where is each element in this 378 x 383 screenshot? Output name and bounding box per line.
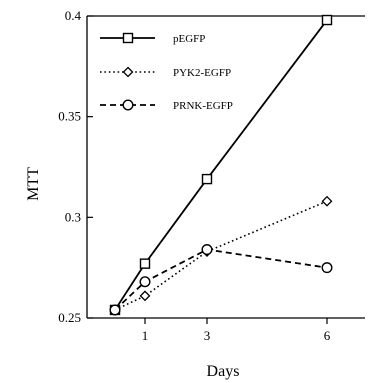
data-point [201, 244, 213, 256]
legend-label: PRNK-EGFP [173, 100, 233, 112]
data-point [201, 173, 213, 185]
x-tick-label: 6 [324, 328, 331, 343]
series-prnk-egfp [109, 244, 333, 316]
x-tick-label: 1 [142, 328, 149, 343]
series-pegfp [109, 14, 333, 316]
legend-marker [122, 32, 134, 44]
series-layer [109, 14, 333, 316]
x-axis-title: Days [207, 363, 240, 380]
legend-label: pEGFP [173, 33, 205, 45]
x-axis-ticks: 1 3 6 [142, 318, 331, 343]
y-tick-label: 0.4 [65, 8, 82, 23]
legend-marker [122, 99, 134, 111]
series-line [114, 248, 328, 311]
series-line [114, 200, 328, 311]
data-point [109, 304, 121, 316]
y-tick-label: 0.25 [58, 310, 81, 325]
series-pyk2-egfp [109, 195, 333, 316]
series-line [114, 19, 328, 311]
legend-marker [122, 66, 134, 78]
data-point [139, 276, 151, 288]
y-axis-ticks: 0.25 0.3 0.35 0.4 [58, 8, 93, 325]
legend: pEGFP PYK2-EGFP PRNK-EGFP [100, 32, 233, 112]
y-tick-label: 0.35 [58, 109, 81, 124]
plot-frame [86, 15, 365, 319]
data-point [321, 262, 333, 274]
y-axis-title: MTT [25, 167, 42, 201]
y-tick-label: 0.3 [65, 209, 81, 224]
x-tick-label: 3 [204, 328, 211, 343]
legend-label: PYK2-EGFP [173, 67, 231, 79]
data-point [139, 290, 151, 302]
data-point [321, 14, 333, 26]
data-point [321, 195, 333, 207]
data-point [139, 258, 151, 269]
